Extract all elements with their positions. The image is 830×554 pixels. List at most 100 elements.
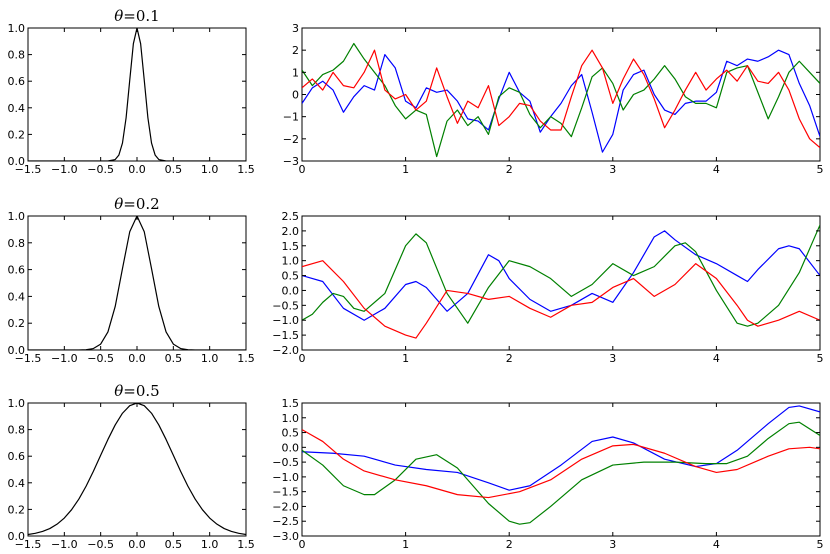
- panel-title-symbol: θ: [114, 7, 123, 25]
- x-tick-label: 1.5: [237, 538, 255, 551]
- y-tick-label: 3: [292, 22, 299, 35]
- y-tick-label: 1.0: [282, 255, 300, 268]
- x-tick-label: 0: [299, 538, 306, 551]
- panel-title: θ=0.2: [114, 195, 159, 213]
- panel-title-symbol: θ: [114, 382, 123, 400]
- y-tick-label: 0.2: [8, 503, 26, 516]
- y-tick-label: −2.0: [272, 344, 299, 357]
- series-group: [302, 405, 820, 525]
- y-tick-label: 0.2: [8, 128, 26, 141]
- y-tick-label: 0.0: [8, 344, 26, 357]
- series-line-0: [28, 216, 246, 350]
- y-tick-label: 1.0: [282, 412, 300, 425]
- chart-panel-samples-theta-0.1: 0 1 2 3 4 5 −3 −2 −1 0 1 2 3: [283, 22, 824, 176]
- x-tick-label: −1.0: [51, 538, 78, 551]
- x-tick-label: 4: [713, 352, 720, 365]
- x-tick-label: 1.5: [237, 163, 255, 176]
- y-tick-label: −2.5: [272, 515, 299, 528]
- y-tick-label: 0.4: [8, 290, 26, 303]
- plot-area: [301, 215, 821, 351]
- y-tick-label: 0.0: [282, 284, 300, 297]
- chart-panel-samples-theta-0.2: 0 1 2 3 4 5 −2.0 −1.5 −1.0 −0.5 0.00.5 1.0 1.5 2.0 2.5: [272, 210, 823, 365]
- y-tick-label: 0.0: [282, 441, 300, 454]
- y-tick-label: 2: [292, 44, 299, 57]
- series-group: [302, 42, 820, 158]
- y-tick-label: 0.2: [8, 317, 26, 330]
- series-line-1: [302, 224, 820, 327]
- x-tick-label: 0.5: [165, 538, 183, 551]
- plot-area: [301, 402, 821, 537]
- panel-title-value: =0.1: [123, 7, 159, 25]
- x-tick-label: 0.0: [128, 352, 146, 365]
- y-tick-label: 1.0: [8, 22, 26, 35]
- chart-panel-samples-theta-0.5: 0 1 2 3 4 5 −3.0 −2.5 −2.0−1.5 −1.0 −0.5 0.00.5 1.0 1…: [272, 397, 823, 551]
- y-tick-label: 0.6: [8, 450, 26, 463]
- x-tick-label: 1: [402, 163, 409, 176]
- y-tick-label: 1.0: [8, 210, 26, 223]
- y-tick-label: −3.0: [272, 530, 299, 543]
- panel-title-symbol: θ: [114, 195, 123, 213]
- x-tick-label: 1.5: [237, 352, 255, 365]
- chart-panel-kernel-theta-0.2: −1.5 −1.0 −0.5 0.0 0.5 1.0 1.5 0.0 0.2 0.4 0.6 0.8 1…: [8, 195, 255, 365]
- panel-title-value: =0.5: [123, 382, 159, 400]
- series-line-2: [302, 49, 820, 149]
- x-tick-label: 0.0: [128, 163, 146, 176]
- x-tick-label: −1.5: [15, 538, 42, 551]
- x-tick-label: 2: [506, 163, 513, 176]
- y-tick-label: 0: [292, 89, 299, 102]
- x-tick-label: 0.0: [128, 538, 146, 551]
- y-tick-label: 0.4: [8, 102, 26, 115]
- plot-area: [27, 215, 247, 351]
- y-tick-label: 1.5: [282, 240, 300, 253]
- plot-area: [27, 402, 247, 537]
- series-line-0: [302, 49, 820, 153]
- series-group: [28, 216, 246, 350]
- y-tick-label: 1.0: [8, 397, 26, 410]
- y-tick-label: −1.5: [272, 486, 299, 499]
- x-tick-label: 1.0: [201, 352, 219, 365]
- y-tick-label: 0.4: [8, 477, 26, 490]
- y-tick-label: 0.0: [8, 530, 26, 543]
- plot-area: [301, 27, 821, 162]
- series-group: [28, 28, 246, 161]
- series-line-0: [28, 28, 246, 161]
- x-tick-label: 4: [713, 163, 720, 176]
- x-tick-label: 2: [506, 538, 513, 551]
- y-tick-label: −1.0: [272, 471, 299, 484]
- series-group: [28, 403, 246, 536]
- y-tick-label: 2.0: [282, 225, 300, 238]
- chart-panel-kernel-theta-0.1: −1.5 −1.0 −0.5 0.0 0.5 1.0 1.5 0.0 0.2 0.4 0.6 0.8 1…: [8, 7, 255, 176]
- x-tick-label: 5: [817, 538, 824, 551]
- panel-title: θ=0.5: [114, 382, 159, 400]
- chart-panel-kernel-theta-0.5: −1.5 −1.0 −0.5 0.0 0.5 1.0 1.5 0.0 0.2 0.4 0.6 0.8 1…: [8, 382, 255, 551]
- x-tick-label: 3: [609, 352, 616, 365]
- x-tick-label: 5: [817, 163, 824, 176]
- x-tick-label: 1.0: [201, 163, 219, 176]
- y-tick-label: 0.5: [282, 270, 300, 283]
- y-tick-label: 0.8: [8, 237, 26, 250]
- y-tick-label: −0.5: [272, 299, 299, 312]
- x-tick-label: 1.0: [201, 538, 219, 551]
- y-tick-label: −3: [283, 155, 299, 168]
- panel-title: θ=0.1: [114, 7, 159, 25]
- x-tick-label: −1.5: [15, 163, 42, 176]
- y-tick-label: 0.0: [8, 155, 26, 168]
- y-tick-label: −0.5: [272, 456, 299, 469]
- y-tick-label: 0.8: [8, 49, 26, 62]
- x-tick-label: −0.5: [87, 352, 114, 365]
- x-tick-label: −0.5: [87, 163, 114, 176]
- y-tick-label: −1: [283, 111, 299, 124]
- series-line-2: [302, 260, 820, 339]
- series-line-2: [302, 429, 820, 499]
- y-tick-label: 2.5: [282, 210, 300, 223]
- x-tick-label: −1.0: [51, 163, 78, 176]
- y-tick-label: 1: [292, 66, 299, 79]
- x-tick-label: 0.5: [165, 163, 183, 176]
- x-tick-label: 3: [609, 538, 616, 551]
- y-tick-label: −2.0: [272, 500, 299, 513]
- x-tick-label: 0.5: [165, 352, 183, 365]
- x-tick-label: −1.5: [15, 352, 42, 365]
- x-tick-label: 1: [402, 538, 409, 551]
- y-tick-label: −2: [283, 133, 299, 146]
